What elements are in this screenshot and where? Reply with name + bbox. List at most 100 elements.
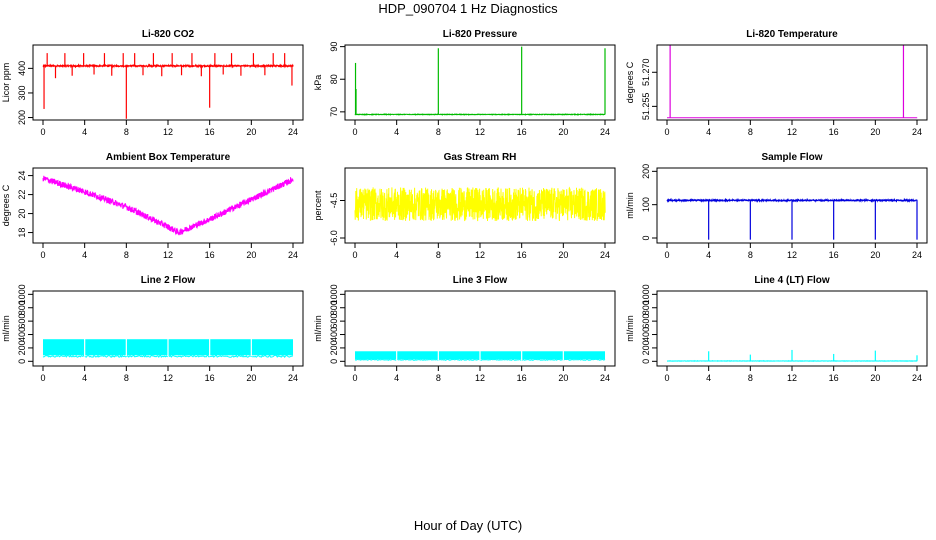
x-tick-label: 4 [82,127,87,137]
y-axis-label: ml/min [625,315,635,342]
series-line [42,63,294,69]
panel-3: Li-820 Temperature 0 4 8 12 16 20 24 51.255 51.27… [625,29,928,137]
x-tick-label: 12 [163,373,173,383]
x-tick-label: 16 [205,127,215,137]
y-tick-label: 51.270 [641,59,651,87]
x-tick-label: 20 [246,127,256,137]
x-tick-label: 16 [517,250,527,260]
x-tick-label: 4 [394,373,399,383]
y-tick-label: 400 [329,327,339,342]
x-tick-label: 16 [205,250,215,260]
x-tick-label: 24 [600,373,610,383]
x-tick-label: 12 [163,127,173,137]
x-tick-label: 0 [40,373,45,383]
panel-title: Li-820 CO2 [142,29,195,40]
x-tick-label: 24 [912,250,922,260]
x-tick-label: 12 [475,250,485,260]
x-tick-label: 0 [664,373,669,383]
figure-title: HDP_090704 1 Hz Diagnostics [378,1,558,16]
y-axis-label: Licor ppm [1,63,11,103]
x-tick-label: 0 [352,250,357,260]
y-tick-label: 800 [329,300,339,315]
y-tick-label: 800 [17,300,27,315]
series-line [354,186,606,222]
y-axis-label: kPa [313,75,323,91]
panel-title: Line 2 Flow [141,275,196,286]
x-tick-label: 12 [787,127,797,137]
y-tick-label: 90 [329,42,339,52]
y-tick-label: 22 [17,190,27,200]
y-tick-label: 300 [17,85,27,100]
x-tick-label: 24 [912,373,922,383]
y-axis-label: ml/min [1,315,11,342]
plot-area [666,349,918,363]
y-tick-label: 800 [641,300,651,315]
x-tick-label: 4 [82,250,87,260]
x-tick-label: 8 [436,373,441,383]
y-tick-label: 400 [641,327,651,342]
x-tick-label: 20 [870,250,880,260]
y-axis-label: percent [313,190,323,221]
y-axis-label: ml/min [625,192,635,219]
x-tick-label: 8 [124,127,129,137]
y-tick-label: 400 [17,327,27,342]
x-tick-label: 0 [40,250,45,260]
plot-frame [32,44,304,121]
y-tick-label: 70 [329,107,339,117]
panel-title: Line 3 Flow [453,275,508,286]
x-tick-label: 8 [124,250,129,260]
plot-frame [344,44,616,121]
panel-5: Gas Stream RH 0 4 8 12 16 20 24 -6.0 -4.5 percent [313,152,616,260]
x-tick-label: 8 [436,127,441,137]
y-tick-label: 0 [329,359,339,364]
y-tick-label: 600 [329,314,339,329]
plot-area [42,338,294,359]
x-tick-label: 20 [558,127,568,137]
x-tick-label: 24 [288,373,298,383]
x-tick-label: 8 [748,250,753,260]
shared-x-axis-label: Hour of Day (UTC) [413,518,523,533]
x-tick-label: 12 [787,373,797,383]
plot-area [354,186,606,222]
x-tick-label: 8 [748,127,753,137]
panel-title: Line 4 (LT) Flow [754,275,830,286]
y-tick-label: -4.5 [329,193,339,209]
y-tick-label: 200 [641,340,651,355]
y-tick-label: 200 [17,340,27,355]
x-tick-label: 0 [664,250,669,260]
x-tick-label: 16 [205,373,215,383]
x-tick-label: 4 [706,373,711,383]
y-tick-label: 600 [17,314,27,329]
y-tick-label: 0 [641,235,651,240]
y-tick-label: 400 [17,61,27,76]
x-tick-label: 20 [558,250,568,260]
x-tick-label: 0 [352,373,357,383]
x-tick-label: 20 [870,373,880,383]
x-tick-label: 4 [394,127,399,137]
plot-area [666,197,918,240]
series-line [42,175,294,236]
panel-2: Li-820 Pressure 0 4 8 12 16 20 24 70 80 90 kPa [313,29,616,137]
y-tick-label: 24 [17,171,27,181]
y-tick-label: 200 [329,340,339,355]
panel-9: Line 4 (LT) Flow 0 4 8 12 16 20 24 0 200400600800… [625,275,928,383]
panel-6: Sample Flow 0 4 8 12 16 20 24 0 100 200 ml/min [625,152,928,260]
panel-4: Ambient Box Temperature 0 4 8 12 16 20 24 18 20 22… [1,152,304,260]
series-line [354,112,606,116]
x-tick-label: 12 [475,373,485,383]
plot-frame [32,167,304,244]
x-tick-label: 24 [288,250,298,260]
panel-title: Li-820 Temperature [746,29,838,40]
plot-area [354,350,606,361]
x-tick-label: 20 [246,373,256,383]
y-axis-label: degrees C [625,61,635,103]
x-tick-label: 12 [787,250,797,260]
x-tick-label: 16 [517,127,527,137]
panel-title: Ambient Box Temperature [106,152,231,163]
y-tick-label: 80 [329,74,339,84]
x-tick-label: 16 [517,373,527,383]
x-tick-label: 4 [706,127,711,137]
y-tick-label: 1000 [641,284,651,304]
